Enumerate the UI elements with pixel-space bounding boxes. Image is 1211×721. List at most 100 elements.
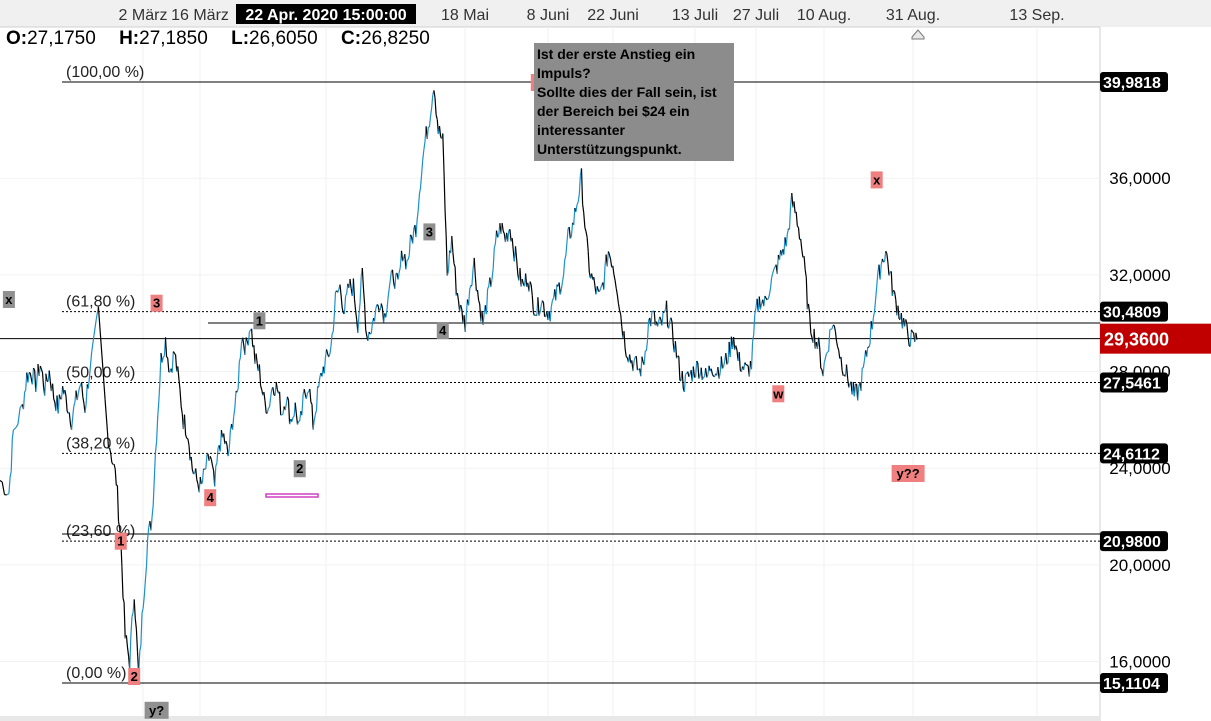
y-tick-label: 36,0000 bbox=[1109, 169, 1170, 188]
price-segment bbox=[444, 211, 447, 237]
price-segment bbox=[718, 372, 721, 379]
wave-label[interactable]: 4 bbox=[204, 489, 217, 507]
price-segment bbox=[247, 331, 250, 346]
price-segment bbox=[838, 350, 841, 359]
wave-label[interactable]: y? bbox=[144, 701, 169, 719]
price-tag[interactable]: 15,1104 bbox=[1100, 673, 1168, 693]
price-segment bbox=[607, 251, 611, 256]
wave-label[interactable]: y?? bbox=[891, 465, 925, 482]
price-segment bbox=[585, 231, 588, 238]
low-label: L: bbox=[231, 28, 250, 49]
price-segment bbox=[32, 367, 36, 371]
wave-label[interactable]: 1 bbox=[114, 532, 127, 550]
price-segment bbox=[599, 285, 603, 289]
price-segment bbox=[469, 285, 472, 290]
price-segment bbox=[445, 236, 448, 276]
price-segment bbox=[161, 356, 164, 363]
price-segment bbox=[331, 331, 334, 335]
price-segment bbox=[869, 321, 872, 345]
price-segment bbox=[191, 469, 195, 475]
price-segment bbox=[674, 341, 678, 359]
price-segment bbox=[653, 310, 656, 326]
price-segment bbox=[352, 278, 356, 300]
price-segment bbox=[266, 407, 269, 414]
price-segment bbox=[389, 270, 392, 281]
price-segment bbox=[237, 361, 240, 389]
wave-label[interactable]: 3 bbox=[150, 294, 163, 312]
wave-label[interactable]: w bbox=[772, 385, 785, 403]
price-segment bbox=[912, 331, 914, 334]
wave-label[interactable]: x bbox=[870, 171, 883, 189]
price-segment bbox=[27, 372, 30, 383]
price-segment bbox=[130, 616, 133, 638]
price-segment bbox=[566, 228, 569, 242]
price-segment bbox=[305, 392, 309, 399]
scroll-up-icon[interactable] bbox=[911, 29, 925, 40]
price-segment bbox=[117, 521, 121, 529]
price-segment bbox=[555, 284, 558, 301]
price-segment bbox=[875, 286, 878, 300]
wave-label[interactable]: 1 bbox=[253, 312, 266, 330]
wave-label[interactable]: 3 bbox=[423, 223, 436, 241]
x-tick-label: 8 Juni bbox=[527, 7, 570, 24]
price-tag-box bbox=[1100, 301, 1168, 322]
price-segment bbox=[402, 257, 405, 262]
price-segment bbox=[323, 357, 326, 374]
price-segment bbox=[697, 362, 700, 379]
y-tick-label: 32,0000 bbox=[1109, 266, 1170, 285]
price-segment bbox=[606, 251, 609, 267]
price-segment bbox=[822, 362, 825, 377]
price-tag-text: 39,9818 bbox=[1103, 75, 1161, 92]
price-segment bbox=[272, 387, 275, 396]
price-segment bbox=[788, 205, 792, 230]
price-segment bbox=[768, 288, 772, 295]
price-segment bbox=[82, 396, 85, 404]
price-tag[interactable]: 24,6112 bbox=[1100, 443, 1168, 464]
price-segment bbox=[492, 247, 495, 269]
price-segment bbox=[700, 367, 703, 380]
price-segment bbox=[172, 351, 175, 354]
price-segment bbox=[166, 356, 169, 359]
price-tag[interactable]: 39,9818 bbox=[1100, 72, 1168, 92]
wave-label[interactable]: x bbox=[2, 291, 15, 308]
price-segment bbox=[294, 402, 297, 414]
price-tag[interactable]: 29,3600 bbox=[1100, 323, 1211, 354]
price-tag[interactable]: 27,5461 bbox=[1100, 372, 1168, 393]
wave-label-text: 4 bbox=[207, 490, 215, 505]
price-segment bbox=[159, 353, 162, 383]
wave-label[interactable]: 2 bbox=[293, 460, 306, 478]
price-segment bbox=[72, 406, 75, 417]
price-segment bbox=[871, 317, 874, 330]
wave-label[interactable]: 2 bbox=[128, 668, 141, 685]
price-segment bbox=[84, 404, 87, 413]
wave-label[interactable]: 4 bbox=[436, 322, 449, 339]
price-segment bbox=[453, 263, 456, 268]
price-segment bbox=[624, 348, 627, 357]
price-segment bbox=[446, 271, 449, 276]
price-segment bbox=[738, 352, 741, 371]
price-segment bbox=[209, 456, 212, 460]
price-segment bbox=[142, 596, 145, 609]
price-segment bbox=[412, 228, 415, 244]
open-value: 27,1750 bbox=[27, 28, 96, 49]
price-segment bbox=[232, 416, 235, 430]
price-segment bbox=[339, 284, 342, 296]
price-segment bbox=[22, 392, 26, 410]
price-segment bbox=[140, 613, 143, 646]
wave-label-box bbox=[144, 701, 169, 719]
price-tag[interactable]: 30,4809 bbox=[1100, 301, 1168, 322]
y-tick-label: 24,0000 bbox=[1109, 459, 1170, 478]
price-tag[interactable]: 20,9800 bbox=[1100, 531, 1168, 552]
wave-label-box bbox=[293, 460, 306, 478]
price-segment bbox=[493, 243, 496, 249]
price-segment bbox=[93, 319, 97, 336]
price-segment bbox=[417, 194, 420, 211]
price-segment bbox=[10, 438, 13, 472]
price-segment bbox=[234, 391, 237, 409]
price-segment bbox=[828, 329, 831, 352]
price-segment bbox=[368, 331, 371, 335]
price-tag-text: 27,5461 bbox=[1103, 376, 1161, 393]
price-segment bbox=[538, 312, 541, 316]
price-segment bbox=[210, 459, 214, 466]
annotation-note[interactable]: Ist der erste Anstieg ein Impuls? Sollte… bbox=[534, 43, 734, 161]
